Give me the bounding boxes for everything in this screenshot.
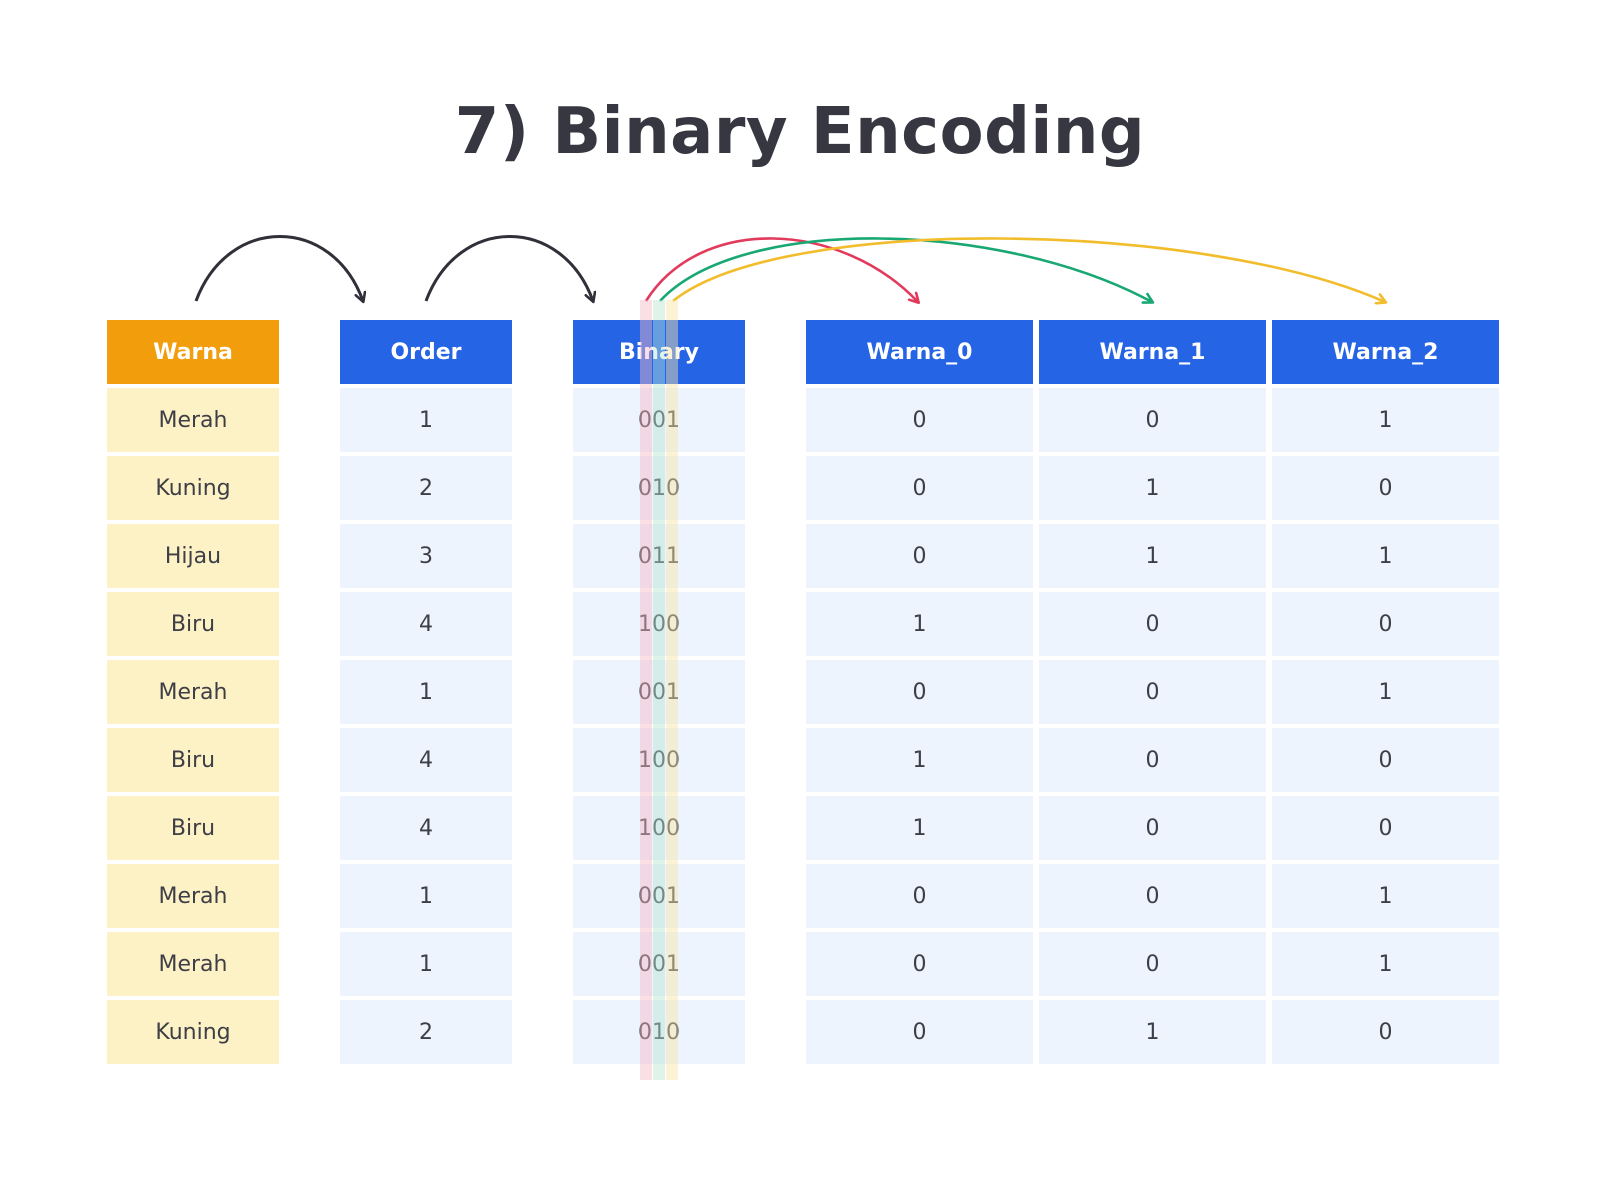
- cell-warna-2: 0: [1272, 592, 1499, 656]
- cell-warna-2: 1: [1272, 660, 1499, 724]
- cell-order: 4: [340, 592, 512, 656]
- header-warna-2: Warna_2: [1272, 320, 1499, 384]
- cell-warna-1: 0: [1039, 796, 1266, 860]
- cell-warna-1: 0: [1039, 592, 1266, 656]
- cell-warna-0: 0: [806, 388, 1033, 452]
- arrow-warna-to-order: [194, 235, 363, 302]
- header-binary: Binary: [573, 320, 745, 384]
- cell-warna-1: 1: [1039, 1000, 1266, 1064]
- cell-warna: Merah: [107, 932, 279, 996]
- cell-warna: Biru: [107, 592, 279, 656]
- cell-warna-0: 0: [806, 660, 1033, 724]
- cell-warna: Kuning: [107, 456, 279, 520]
- cell-binary: 010: [573, 1000, 745, 1064]
- cell-warna-0: 0: [806, 1000, 1033, 1064]
- arrow-bit2-to-warna2: [672, 237, 1385, 302]
- cell-warna-0: 0: [806, 524, 1033, 588]
- cell-warna-1: 0: [1039, 660, 1266, 724]
- cell-warna-0: 0: [806, 864, 1033, 928]
- cell-warna-0: 1: [806, 592, 1033, 656]
- cell-warna: Biru: [107, 796, 279, 860]
- cell-binary: 001: [573, 660, 745, 724]
- cell-warna-2: 1: [1272, 864, 1499, 928]
- cell-warna-2: 0: [1272, 728, 1499, 792]
- header-warna: Warna: [107, 320, 279, 384]
- cell-order: 1: [340, 660, 512, 724]
- cell-warna-1: 0: [1039, 864, 1266, 928]
- cell-binary: 100: [573, 592, 745, 656]
- cell-order: 3: [340, 524, 512, 588]
- page-title: 7) Binary Encoding: [454, 95, 1146, 169]
- cell-warna: Biru: [107, 728, 279, 792]
- cell-order: 1: [340, 864, 512, 928]
- cell-order: 4: [340, 796, 512, 860]
- cell-warna-0: 1: [806, 796, 1033, 860]
- cell-warna-1: 1: [1039, 456, 1266, 520]
- cell-warna: Merah: [107, 388, 279, 452]
- cell-warna: Kuning: [107, 1000, 279, 1064]
- arrow-order-to-binary: [424, 235, 593, 302]
- cell-binary: 001: [573, 932, 745, 996]
- bit-highlight-2: [666, 300, 678, 1080]
- cell-order: 4: [340, 728, 512, 792]
- header-warna-0: Warna_0: [806, 320, 1033, 384]
- cell-binary: 010: [573, 456, 745, 520]
- cell-warna-1: 0: [1039, 932, 1266, 996]
- cell-warna: Merah: [107, 660, 279, 724]
- arrow-bit1-to-warna1: [659, 237, 1152, 302]
- cell-binary: 001: [573, 388, 745, 452]
- cell-binary: 100: [573, 796, 745, 860]
- cell-binary: 100: [573, 728, 745, 792]
- cell-warna-0: 0: [806, 932, 1033, 996]
- cell-warna-2: 1: [1272, 932, 1499, 996]
- cell-order: 2: [340, 1000, 512, 1064]
- cell-warna-1: 0: [1039, 728, 1266, 792]
- cell-warna-1: 1: [1039, 524, 1266, 588]
- cell-order: 2: [340, 456, 512, 520]
- cell-warna: Merah: [107, 864, 279, 928]
- cell-warna-2: 0: [1272, 796, 1499, 860]
- header-warna-1: Warna_1: [1039, 320, 1266, 384]
- cell-warna-2: 0: [1272, 1000, 1499, 1064]
- cell-warna-0: 0: [806, 456, 1033, 520]
- cell-order: 1: [340, 388, 512, 452]
- cell-warna-2: 1: [1272, 524, 1499, 588]
- cell-order: 1: [340, 932, 512, 996]
- cell-warna-0: 1: [806, 728, 1033, 792]
- cell-warna-2: 1: [1272, 388, 1499, 452]
- arrow-bit0-to-warna0: [644, 237, 918, 302]
- bit-highlight-0: [640, 300, 652, 1080]
- cell-warna: Hijau: [107, 524, 279, 588]
- cell-warna-2: 0: [1272, 456, 1499, 520]
- header-order: Order: [340, 320, 512, 384]
- cell-binary: 011: [573, 524, 745, 588]
- cell-warna-1: 0: [1039, 388, 1266, 452]
- cell-binary: 001: [573, 864, 745, 928]
- bit-highlight-1: [653, 300, 665, 1080]
